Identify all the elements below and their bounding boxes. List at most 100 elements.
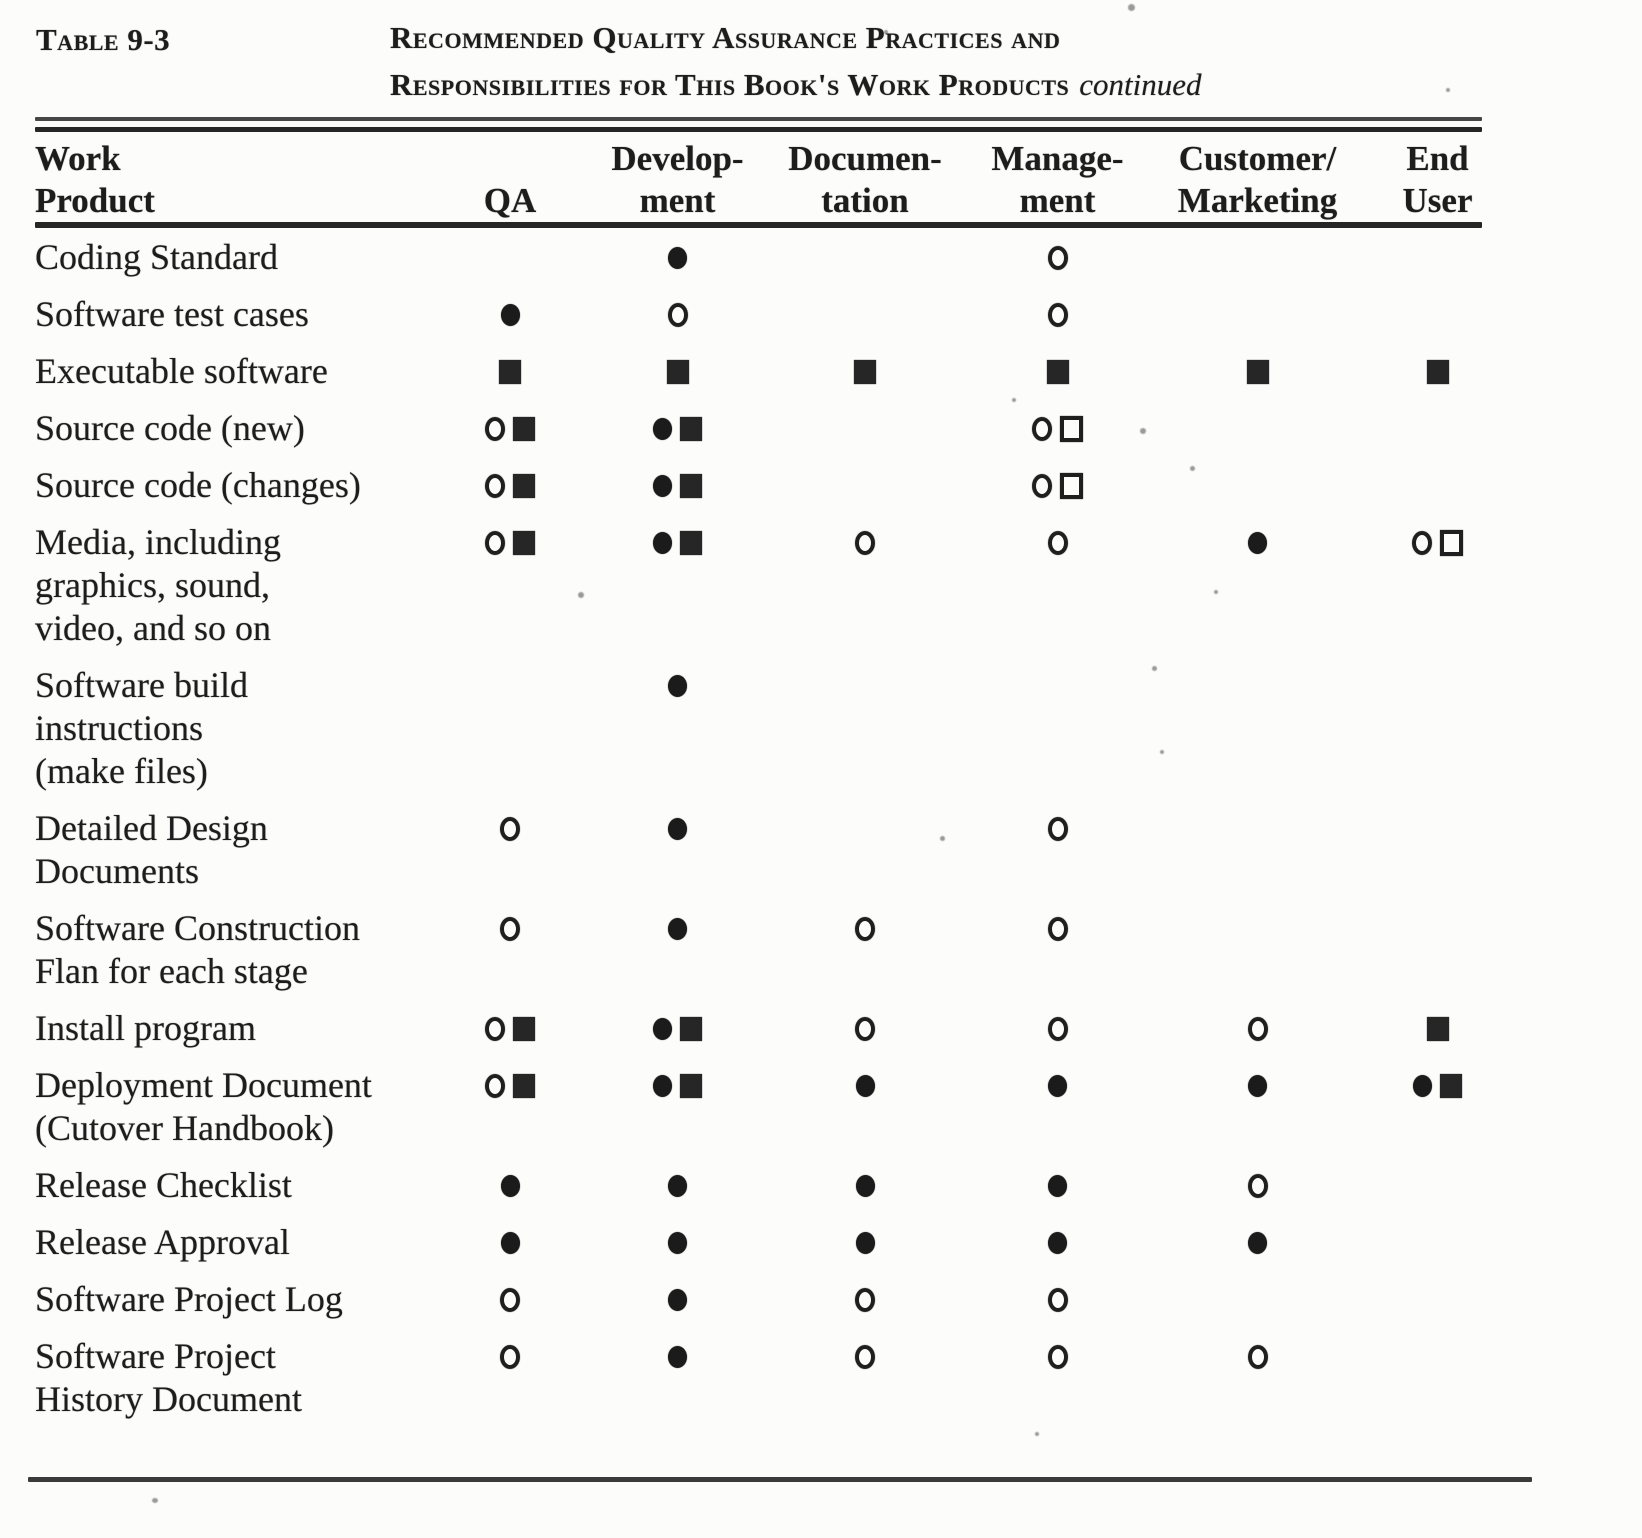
open-circle-symbol (485, 473, 505, 498)
column-header-documentation: Documen-tation (775, 138, 955, 222)
cell-management (955, 293, 1160, 336)
scan-speck (152, 1498, 158, 1503)
filled-circle-symbol (1048, 1074, 1067, 1097)
column-header-customer_marketing: Customer/Marketing (1160, 138, 1355, 222)
filled-circle-symbol (653, 1074, 672, 1097)
cell-development (580, 807, 775, 850)
cell-management (955, 350, 1160, 393)
cell-documentation (775, 1335, 955, 1378)
cell-development (580, 521, 775, 564)
cell-management (955, 521, 1160, 564)
work-product-label-line: Install program (35, 1008, 256, 1048)
table-row: Source code (new) (35, 407, 1520, 450)
open-circle-symbol (500, 816, 520, 841)
cell-development (580, 1221, 775, 1264)
cell-customer_marketing (1160, 1278, 1355, 1321)
scan-speck (1128, 4, 1135, 11)
filled-circle-symbol (668, 1288, 687, 1311)
column-header-line: Documen- (788, 139, 942, 178)
open-circle-symbol (1032, 416, 1052, 441)
open-circle-symbol (1247, 1016, 1268, 1041)
bottom-rule (28, 1477, 1532, 1482)
work-product-label-line: (Cutover Handbook) (35, 1108, 334, 1148)
cell-development (580, 407, 775, 450)
open-circle-symbol (500, 916, 520, 941)
filled-square-symbol (513, 473, 535, 498)
work-product-label-line: Source code (changes) (35, 465, 361, 505)
table-row: Install program (35, 1007, 1520, 1050)
filled-square-symbol (499, 359, 521, 384)
open-circle-symbol (485, 1016, 505, 1041)
work-product-label-line: Executable software (35, 351, 328, 391)
cell-qa (440, 293, 580, 336)
work-product-label-line: Source code (new) (35, 408, 305, 448)
work-product-label-line: Detailed Design (35, 808, 268, 848)
cell-end_user (1355, 664, 1520, 707)
work-product-label-line: Software test cases (35, 294, 309, 334)
filled-square-symbol (680, 1016, 702, 1041)
cell-customer_marketing (1160, 1007, 1355, 1050)
cell-development (580, 1164, 775, 1207)
cell-end_user (1355, 236, 1520, 279)
filled-circle-symbol (668, 817, 687, 840)
filled-circle-symbol (500, 303, 520, 326)
work-product-label-line: Software Construction (35, 908, 360, 948)
cell-customer_marketing (1160, 1221, 1355, 1264)
filled-circle-symbol (1248, 1074, 1267, 1097)
open-circle-symbol (485, 1073, 505, 1098)
cell-management (955, 807, 1160, 850)
cell-qa (440, 1007, 580, 1050)
cell-customer_marketing (1160, 293, 1355, 336)
work-product-label-line: History Document (35, 1379, 302, 1419)
cell-customer_marketing (1160, 807, 1355, 850)
cell-development (580, 1007, 775, 1050)
table-row: Software Project Log (35, 1278, 1520, 1321)
work-product-label-line: Release Approval (35, 1222, 290, 1262)
work-product-label: Deployment Document (Cutover Handbook) (35, 1064, 440, 1150)
column-header-qa: QA (440, 180, 580, 222)
cell-customer_marketing (1160, 1164, 1355, 1207)
scan-speck (1152, 666, 1157, 671)
cell-documentation (775, 350, 955, 393)
cell-customer_marketing (1160, 907, 1355, 950)
work-product-label-line: instructions (35, 708, 203, 748)
cell-development (580, 1278, 775, 1321)
work-product-label-line: Software build (35, 665, 248, 705)
filled-square-symbol (513, 1073, 535, 1098)
cell-development (580, 1335, 775, 1378)
top-double-rule-thick (35, 127, 1482, 132)
cell-qa (440, 907, 580, 950)
open-circle-symbol (485, 416, 505, 441)
cell-customer_marketing (1160, 464, 1355, 507)
work-product-label: Detailed Design Documents (35, 807, 440, 893)
cell-end_user (1355, 1007, 1520, 1050)
cell-end_user (1355, 1278, 1520, 1321)
table-title-line2-text: Responsibilities for This Book's Work Pr… (390, 67, 1070, 102)
table-title-line2: Responsibilities for This Book's Work Pr… (390, 67, 1202, 103)
filled-square-symbol (513, 416, 535, 441)
table-title-line1: Recommended Quality Assurance Practices … (390, 20, 1061, 55)
table-row: Media, including graphics, sound, video, a… (35, 521, 1520, 650)
cell-customer_marketing (1160, 1064, 1355, 1107)
table-row: Release Checklist (35, 1164, 1520, 1207)
cell-management (955, 236, 1160, 279)
open-circle-symbol (855, 1016, 875, 1041)
filled-square-symbol (513, 530, 535, 555)
open-circle-symbol (1412, 530, 1432, 555)
column-header-end_user: End User (1355, 138, 1520, 222)
scan-speck (940, 836, 945, 841)
cell-qa (440, 407, 580, 450)
open-circle-symbol (1047, 302, 1068, 327)
cell-development (580, 464, 775, 507)
filled-square-symbol (680, 530, 702, 555)
column-header-line: Product (35, 181, 155, 220)
cell-documentation (775, 293, 955, 336)
work-product-label-line: Coding Standard (35, 237, 278, 277)
cell-development (580, 293, 775, 336)
cell-qa (440, 521, 580, 564)
open-circle-symbol (1047, 530, 1068, 555)
filled-square-symbol (1246, 359, 1269, 384)
open-circle-symbol (1047, 816, 1068, 841)
filled-square-symbol (1426, 359, 1449, 384)
open-circle-symbol (855, 1287, 875, 1312)
